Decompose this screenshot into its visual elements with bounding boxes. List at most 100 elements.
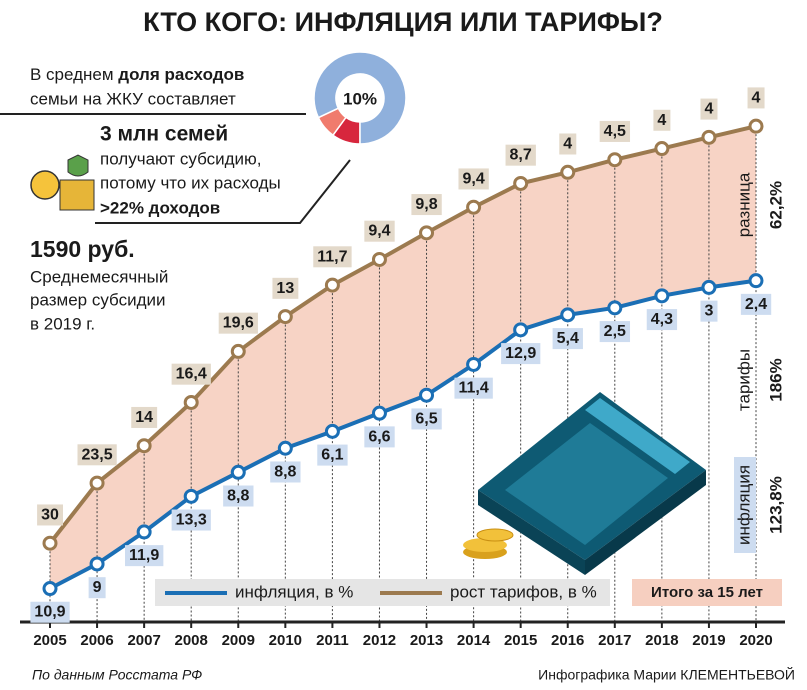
subsidy-text-bold: >22% доходов xyxy=(100,198,220,217)
data-point xyxy=(373,253,385,265)
data-point xyxy=(421,227,433,239)
donut-label: 10% xyxy=(343,89,377,108)
x-tick-label: 2020 xyxy=(739,632,772,649)
data-point xyxy=(468,201,480,213)
data-label: 3 xyxy=(704,303,713,320)
total-name: тарифы xyxy=(734,349,753,411)
x-tick-label: 2019 xyxy=(692,632,725,649)
subsidy-amount-text: Среднемесячный xyxy=(30,267,168,286)
share-text: В среднем доля расходов xyxy=(30,65,244,84)
x-tick-label: 2017 xyxy=(598,632,631,649)
x-tick-label: 2011 xyxy=(316,632,349,649)
data-point xyxy=(279,442,291,454)
data-label: 9,8 xyxy=(415,196,437,213)
share-text-bold: доля расходов xyxy=(118,65,244,84)
data-label: 6,1 xyxy=(321,447,343,464)
infographic: КТО КОГО: ИНФЛЯЦИЯ ИЛИ ТАРИФЫ? 2005 2006 2… xyxy=(0,0,807,690)
total-value: 186% xyxy=(766,358,785,401)
data-point xyxy=(703,281,715,293)
legend-label: инфляция, в % xyxy=(235,582,353,601)
data-point xyxy=(232,466,244,478)
data-label: 12,9 xyxy=(505,345,536,362)
x-tick-label: 2012 xyxy=(363,632,396,649)
x-tick-label: 2016 xyxy=(551,632,584,649)
data-label: 8,8 xyxy=(274,463,296,480)
data-label: 4 xyxy=(752,89,761,106)
data-point xyxy=(750,275,762,287)
subsidy-amount-text: размер субсидии xyxy=(30,290,165,309)
data-label: 2,5 xyxy=(604,323,626,340)
data-label: 9,4 xyxy=(462,170,484,187)
x-tick-label: 2010 xyxy=(269,632,302,649)
data-point xyxy=(138,440,150,452)
x-tick-label: 2005 xyxy=(33,632,66,649)
data-label: 9 xyxy=(93,579,102,596)
data-point xyxy=(232,345,244,357)
data-point xyxy=(515,177,527,189)
data-label: 30 xyxy=(41,506,59,523)
total-name: инфляция xyxy=(734,465,753,545)
data-point xyxy=(373,407,385,419)
credit: Инфографика Марии КЛЕМЕНТЬЕВОЙ xyxy=(538,666,795,683)
total-name: разница xyxy=(734,172,753,237)
data-label: 4 xyxy=(563,135,572,152)
data-label: 19,6 xyxy=(223,315,254,332)
donut: 10% xyxy=(314,52,406,144)
data-point xyxy=(326,425,338,437)
data-point xyxy=(44,537,56,549)
x-tick-label: 2007 xyxy=(127,632,160,649)
data-point xyxy=(279,311,291,323)
data-label: 8,8 xyxy=(227,488,249,505)
data-label: 4,5 xyxy=(604,123,626,140)
data-point xyxy=(562,309,574,321)
data-point xyxy=(562,166,574,178)
data-point xyxy=(91,477,103,489)
data-point xyxy=(656,143,668,155)
data-label: 6,6 xyxy=(368,428,390,445)
data-label: 14 xyxy=(135,409,153,426)
total-value: 123,8% xyxy=(766,476,785,534)
data-label: 4 xyxy=(704,101,713,118)
data-label: 8,7 xyxy=(510,147,532,164)
data-point xyxy=(185,490,197,502)
subsidy-text: получают субсидию, xyxy=(100,149,262,168)
data-label: 16,4 xyxy=(176,366,207,383)
data-label: 23,5 xyxy=(81,446,112,463)
data-point xyxy=(326,279,338,291)
data-label: 11,9 xyxy=(129,547,159,564)
data-label: 11,4 xyxy=(458,380,488,397)
data-point xyxy=(609,302,621,314)
total-value: 62,2% xyxy=(766,181,785,229)
share-text-line: семьи на ЖКУ составляет xyxy=(30,89,236,108)
subsidy-amount-text: в 2019 г. xyxy=(30,314,95,333)
x-tick-label: 2014 xyxy=(457,632,491,649)
x-tick-label: 2015 xyxy=(504,632,537,649)
totals-title: Итого за 15 лет xyxy=(651,584,763,601)
x-tick-label: 2009 xyxy=(222,632,255,649)
data-point xyxy=(421,389,433,401)
data-point xyxy=(91,558,103,570)
chart-title: КТО КОГО: ИНФЛЯЦИЯ ИЛИ ТАРИФЫ? xyxy=(143,7,663,37)
data-point xyxy=(138,526,150,538)
x-tick-label: 2018 xyxy=(645,632,678,649)
data-label: 11,7 xyxy=(317,248,347,265)
data-point xyxy=(468,358,480,370)
data-label: 6,5 xyxy=(415,410,437,427)
data-label: 4,3 xyxy=(651,311,673,328)
data-point xyxy=(656,290,668,302)
data-point xyxy=(185,396,197,408)
data-point xyxy=(515,324,527,336)
subsidy-headline: 3 млн семей xyxy=(100,123,228,146)
source: По данным Росстата РФ xyxy=(32,667,202,683)
x-tick-label: 2008 xyxy=(175,632,208,649)
x-tick-label: 2006 xyxy=(80,632,113,649)
legend-label: рост тарифов, в % xyxy=(450,582,597,601)
data-label: 4 xyxy=(657,112,666,129)
data-point xyxy=(609,154,621,166)
data-label: 9,4 xyxy=(368,223,390,240)
data-point xyxy=(703,131,715,143)
x-tick-label: 2013 xyxy=(410,632,443,649)
data-point xyxy=(44,583,56,595)
data-label: 13 xyxy=(276,280,294,297)
data-label: 13,3 xyxy=(176,512,207,529)
